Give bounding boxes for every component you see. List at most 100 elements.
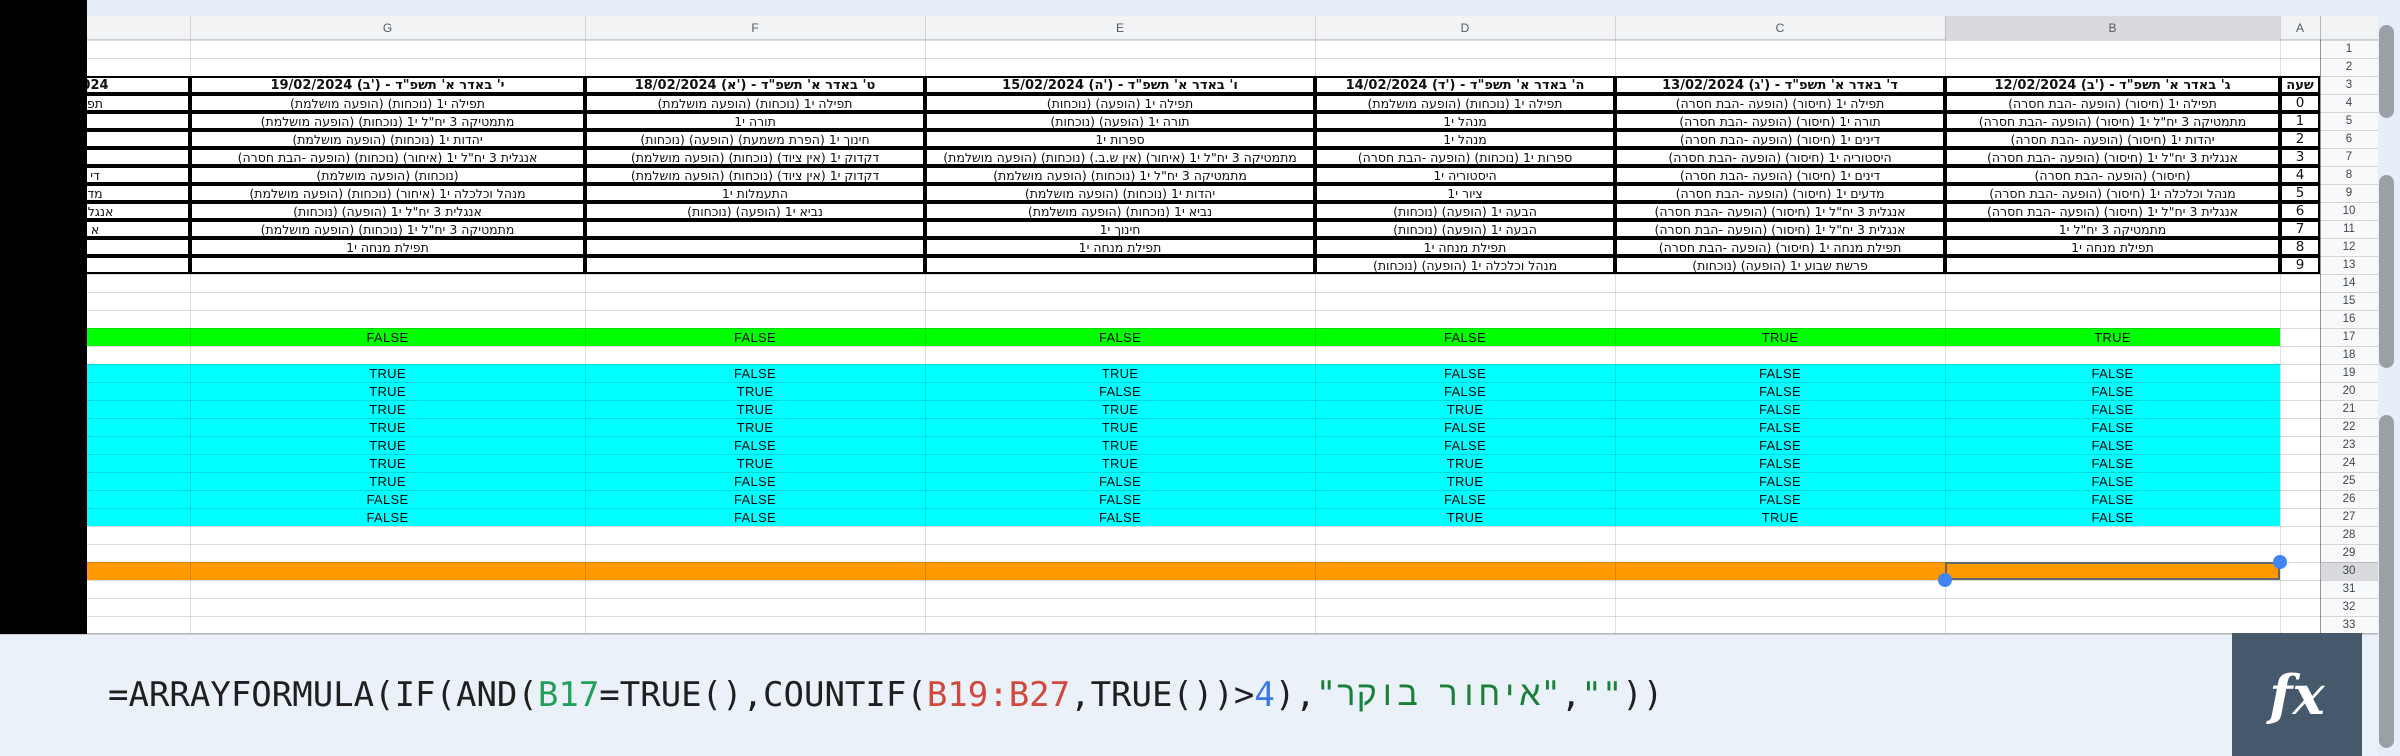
cell-C11[interactable]: אנגלית 3 יח"ל י1 (חיסור) (הופעה -הבת חסר…	[1615, 220, 1945, 238]
cell-C10[interactable]: אנגלית 3 יח"ל י1 (חיסור) (הופעה -הבת חסר…	[1615, 202, 1945, 220]
cell-B13[interactable]	[1945, 256, 2280, 274]
cell-C24[interactable]: FALSE	[1759, 455, 1801, 471]
cell-C20[interactable]: FALSE	[1759, 383, 1801, 399]
cell-D8[interactable]: היסטוריה י1	[1315, 166, 1615, 184]
cell-D17[interactable]: FALSE	[1444, 329, 1486, 345]
cell-C22[interactable]: FALSE	[1759, 419, 1801, 435]
row-header-12[interactable]: 12	[2342, 241, 2356, 253]
cell-B19[interactable]: FALSE	[2091, 365, 2134, 381]
cell-B8[interactable]: (חיסור) (הופעה -הבת חסרה)	[1945, 166, 2280, 184]
cell-E26[interactable]: FALSE	[1099, 491, 1141, 507]
cell-E5[interactable]: תורה י1 (הופעה) (נוכחות)	[925, 112, 1315, 130]
cell-B10[interactable]: אנגלית 3 יח"ל י1 (חיסור) (הופעה -הבת חסר…	[1945, 202, 2280, 220]
cell-E4[interactable]: תפילה י1 (הופעה) (נוכחות)	[925, 94, 1315, 112]
cell-B24[interactable]: FALSE	[2091, 455, 2134, 471]
cell-B6[interactable]: יהדות י1 (חיסור) (הופעה -הבת חסרה)	[1945, 130, 2280, 148]
cell-E23[interactable]: TRUE	[1101, 437, 1139, 453]
row-header-16[interactable]: 16	[2342, 313, 2356, 325]
cell-E13[interactable]	[925, 256, 1315, 274]
cell-E20[interactable]: FALSE	[1099, 383, 1141, 399]
row-header-30[interactable]: 30	[2342, 565, 2356, 577]
cell-D11[interactable]: הבעה י1 (הופעה) (נוכחות)	[1315, 220, 1615, 238]
cell-D10[interactable]: הבעה י1 (הופעה) (נוכחות)	[1315, 202, 1615, 220]
row-header-25[interactable]: 25	[2342, 475, 2356, 487]
cell-B9[interactable]: מנהל וכלכלה י1 (חיסור) (הופעה -הבת חסרה)	[1945, 184, 2280, 202]
cell-B7[interactable]: אנגלית 3 יח"ל י1 (חיסור) (הופעה -הבת חסר…	[1945, 148, 2280, 166]
cell-D7[interactable]: ספרות י1 (נוכחות) (הופעה -הבת חסרה)	[1315, 148, 1615, 166]
column-header-F[interactable]: F	[751, 21, 759, 35]
cell-F7[interactable]: דקדוק י1 (אין ציוד) (נוכחות) (הופעה מושל…	[585, 148, 925, 166]
cell-C3[interactable]: 13/02/2024 (ג') - ד' באדר א' תשפ"ד	[1615, 76, 1945, 94]
cell-F11[interactable]	[585, 220, 925, 238]
cell-A6[interactable]: 2	[2280, 130, 2320, 148]
row-header-13[interactable]: 13	[2342, 259, 2356, 271]
cell-F3[interactable]: 18/02/2024 (א') - ט' באדר א' תשפ"ד	[585, 76, 925, 94]
cell-F10[interactable]: נביא י1 (הופעה) (נוכחות)	[585, 202, 925, 220]
vertical-scrollbar-thumb[interactable]	[2379, 415, 2394, 748]
cell-C17[interactable]: TRUE	[1761, 329, 1799, 345]
cell-F19[interactable]: FALSE	[734, 365, 776, 381]
cell-F4[interactable]: תפילה י1 (נוכחות) (הופעה מושלמת)	[585, 94, 925, 112]
cell-D26[interactable]: FALSE	[1444, 491, 1486, 507]
cell-F12[interactable]	[585, 238, 925, 256]
cell-G6[interactable]: יהדות י1 (נוכחות) (הופעה מושלמת)	[190, 130, 585, 148]
cell-A9[interactable]: 5	[2280, 184, 2320, 202]
cell-E7[interactable]: מתמטיקה 3 יח"ל י1 (איחור) (אין ש.ב.) (נו…	[925, 148, 1315, 166]
row-header-26[interactable]: 26	[2342, 493, 2356, 505]
cell-F21[interactable]: TRUE	[736, 401, 774, 417]
cell-C7[interactable]: היסטוריה י1 (חיסור) (הופעה -הבת חסרה)	[1615, 148, 1945, 166]
cell-B20[interactable]: FALSE	[2091, 383, 2134, 399]
cell-F23[interactable]: FALSE	[734, 437, 776, 453]
cell-C4[interactable]: תפילה י1 (חיסור) (הופעה -הבת חסרה)	[1615, 94, 1945, 112]
column-header-C[interactable]: C	[1775, 21, 1785, 35]
cell-B17[interactable]: TRUE	[2094, 329, 2131, 345]
cell-F26[interactable]: FALSE	[734, 491, 776, 507]
cell-G7[interactable]: אנגלית 3 יח"ל י1 (איחור) (נוכחות) (הופעה…	[190, 148, 585, 166]
cell-E9[interactable]: יהדות י1 (נוכחות) (הופעה מושלמת)	[925, 184, 1315, 202]
cell-G13[interactable]	[190, 256, 585, 274]
cell-E12[interactable]: תפילת מנחה י1	[925, 238, 1315, 256]
cell-D23[interactable]: FALSE	[1444, 437, 1486, 453]
cell-B21[interactable]: FALSE	[2091, 401, 2134, 417]
selection-handle-top-right[interactable]	[2273, 555, 2287, 569]
formula-bar[interactable]: =ARRAYFORMULA(IF(AND(B17 =TRUE(),COUNTIF(…	[108, 634, 2208, 756]
cell-E25[interactable]: FALSE	[1099, 473, 1141, 489]
cell-F22[interactable]: TRUE	[736, 419, 774, 435]
row-header-9[interactable]: 9	[2345, 187, 2353, 199]
cell-G24[interactable]: TRUE	[369, 455, 406, 471]
cell-G22[interactable]: TRUE	[369, 419, 406, 435]
row-header-27[interactable]: 27	[2342, 511, 2356, 523]
cell-C5[interactable]: תורה י1 (חיסור) (הופעה -הבת חסרה)	[1615, 112, 1945, 130]
cell-E8[interactable]: מתמטיקה 3 יח"ל י1 (נוכחות) (הופעה מושלמת…	[925, 166, 1315, 184]
row-header-21[interactable]: 21	[2342, 403, 2356, 415]
column-header-B[interactable]: B	[2108, 21, 2117, 35]
row-header-4[interactable]: 4	[2345, 97, 2353, 109]
vertical-scrollbar-thumb[interactable]	[2379, 25, 2394, 118]
column-header-D[interactable]: D	[1460, 21, 1470, 35]
cell-D21[interactable]: TRUE	[1446, 401, 1484, 417]
cell-A4[interactable]: 0	[2280, 94, 2320, 112]
row-header-31[interactable]: 31	[2342, 583, 2356, 595]
cell-B25[interactable]: FALSE	[2091, 473, 2134, 489]
cell-G11[interactable]: מתמטיקה 3 יח"ל י1 (נוכחות) (הופעה מושלמת…	[190, 220, 585, 238]
cell-F9[interactable]: התעמלות י1	[585, 184, 925, 202]
cell-F17[interactable]: FALSE	[734, 329, 776, 345]
cell-D20[interactable]: FALSE	[1444, 383, 1486, 399]
cell-D6[interactable]: מנהל י1	[1315, 130, 1615, 148]
cell-E22[interactable]: TRUE	[1101, 419, 1139, 435]
cell-B23[interactable]: FALSE	[2091, 437, 2134, 453]
cell-E10[interactable]: נביא י1 (נוכחות) (הופעה מושלמת)	[925, 202, 1315, 220]
cell-G27[interactable]: FALSE	[366, 509, 409, 525]
cell-C9[interactable]: מדעים י1 (חיסור) (הופעה -הבת חסרה)	[1615, 184, 1945, 202]
row-header-8[interactable]: 8	[2345, 169, 2353, 181]
column-header-A[interactable]: A	[2295, 21, 2304, 35]
cell-F27[interactable]: FALSE	[734, 509, 776, 525]
cell-E11[interactable]: חינוך י1	[925, 220, 1315, 238]
cell-F6[interactable]: חינוך י1 (הפרת משמעת) (הופעה) (נוכחות)	[585, 130, 925, 148]
cell-B27[interactable]: FALSE	[2091, 509, 2134, 525]
cell-A5[interactable]: 1	[2280, 112, 2320, 130]
cell-E19[interactable]: TRUE	[1101, 365, 1139, 381]
cell-F13[interactable]	[585, 256, 925, 274]
cell-F20[interactable]: TRUE	[736, 383, 774, 399]
cell-D13[interactable]: מנהל וכלכלה י1 (הופעה) (נוכחות)	[1315, 256, 1615, 274]
